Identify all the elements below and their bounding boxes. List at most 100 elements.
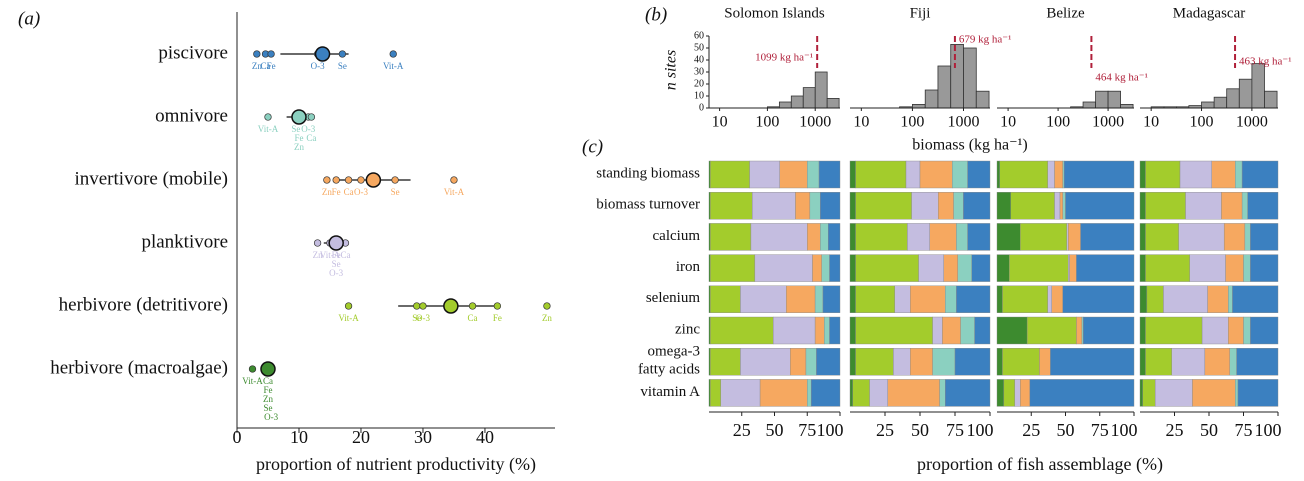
x-axis-label: biomass (kg ha⁻¹) <box>912 137 1027 154</box>
y-tick-label: 20 <box>694 78 704 89</box>
bar-segment <box>812 254 822 282</box>
bar-segment <box>1062 285 1135 313</box>
bar-segment <box>1236 348 1279 376</box>
nutrient-label: O-3 <box>354 187 368 197</box>
bar-segment <box>1139 316 1146 345</box>
bar-segment <box>790 348 807 376</box>
bar-segment <box>1228 285 1233 313</box>
nutrient-label: Ca <box>261 61 271 71</box>
bar-segment <box>855 254 919 282</box>
nutrient-label: Fe <box>332 187 341 197</box>
bar-segment <box>1068 254 1070 282</box>
bar-segment <box>1171 348 1206 376</box>
panel-title: Madagascar <box>1173 5 1245 21</box>
x-tick-label: 1000 <box>1236 114 1268 131</box>
bar-segment <box>967 223 991 251</box>
nutrient-point <box>413 302 421 310</box>
bar-segment <box>1002 348 1040 376</box>
reference-label: 464 kg ha⁻¹ <box>1095 72 1148 84</box>
histogram-bar <box>1226 88 1240 109</box>
bar-segment <box>996 160 1000 189</box>
nutrient-label: Fe <box>332 250 341 260</box>
bar-segment <box>996 285 1003 313</box>
nutrient-point <box>389 50 397 58</box>
bar-segment <box>852 379 870 407</box>
bar-segment <box>945 379 991 407</box>
bar-segment <box>919 160 953 189</box>
x-tick-label: 100 <box>1111 420 1138 440</box>
bar-segment <box>820 191 841 220</box>
bar-segment <box>1065 191 1135 220</box>
x-tick-label: 10 <box>853 114 869 131</box>
bar-segment <box>1029 379 1135 407</box>
bar-segment <box>1154 379 1193 407</box>
nutrient-label: Vit-A <box>242 376 263 386</box>
x-tick-label: 100 <box>900 114 924 131</box>
bar-segment <box>855 285 895 313</box>
x-tick-label: 100 <box>1255 420 1282 440</box>
nutrient-point <box>468 302 477 310</box>
nutrient-label: Vit-A <box>258 124 279 134</box>
bar-segment <box>952 160 968 189</box>
x-tick-label: 25 <box>733 420 751 440</box>
x-tick-label: 50 <box>1057 420 1075 440</box>
bar-segment <box>749 160 780 189</box>
nutrient-label: Ca <box>468 313 478 323</box>
bar-segment <box>710 160 750 189</box>
bar-segment <box>967 160 991 189</box>
bar-segment <box>1237 379 1279 407</box>
reference-label: 463 kg ha⁻¹ <box>1239 56 1292 68</box>
category-label: selenium <box>646 290 700 306</box>
category-label: herbivore (detritivore) <box>59 294 228 315</box>
bar-segment <box>849 160 856 189</box>
bar-segment <box>855 191 912 220</box>
bar-segment <box>996 316 1028 345</box>
bar-segment <box>710 285 741 313</box>
nutrient-label: Se <box>412 313 421 323</box>
bar-segment <box>1145 316 1203 345</box>
x-tick-label: 75 <box>1235 420 1253 440</box>
bar-segment <box>1185 191 1222 220</box>
histogram-bar <box>912 104 926 109</box>
bar-segment <box>1142 379 1156 407</box>
nutrient-label: Vit-A <box>383 61 404 71</box>
category-label: calcium <box>653 228 701 244</box>
bar-segment <box>1241 160 1279 189</box>
bar-segment <box>1243 254 1251 282</box>
category-label: fatty acids <box>638 362 700 378</box>
bar-segment <box>829 254 841 282</box>
bar-segment <box>1223 223 1246 251</box>
nutrient-label: O-3 <box>329 268 343 278</box>
x-tick-label: 100 <box>1190 114 1214 131</box>
bar-segment <box>786 285 816 313</box>
histogram-bar <box>1238 78 1253 109</box>
bar-segment <box>1010 191 1055 220</box>
nutrient-point <box>264 113 272 121</box>
category-label: omnivore <box>155 105 228 126</box>
x-tick-label: 30 <box>414 427 432 447</box>
nutrient-label: Zn <box>542 313 552 323</box>
bar-segment <box>759 379 808 407</box>
bar-segment <box>754 254 813 282</box>
bar-segment <box>750 223 808 251</box>
nutrient-label: Fe <box>267 61 276 71</box>
bar-segment <box>807 379 812 407</box>
reference-label: 1099 kg ha⁻¹ <box>755 52 813 64</box>
histogram-bar <box>975 90 990 109</box>
bar-segment <box>1204 348 1230 376</box>
nutrient-point <box>267 50 275 58</box>
histogram-bar <box>1095 90 1109 109</box>
mean-point <box>443 298 459 314</box>
bar-segment <box>893 348 911 376</box>
bar-segment <box>1235 379 1239 407</box>
bar-segment <box>1145 160 1181 189</box>
histogram-bar <box>924 89 939 109</box>
bar-segment <box>1247 191 1279 220</box>
nutrient-point <box>357 176 365 184</box>
bar-segment <box>1059 191 1063 220</box>
bar-segment <box>855 223 908 251</box>
x-tick-label: 75 <box>946 420 964 440</box>
bar-segment <box>1243 316 1251 345</box>
x-tick-label: 75 <box>1091 420 1109 440</box>
bar-segment <box>816 348 841 376</box>
